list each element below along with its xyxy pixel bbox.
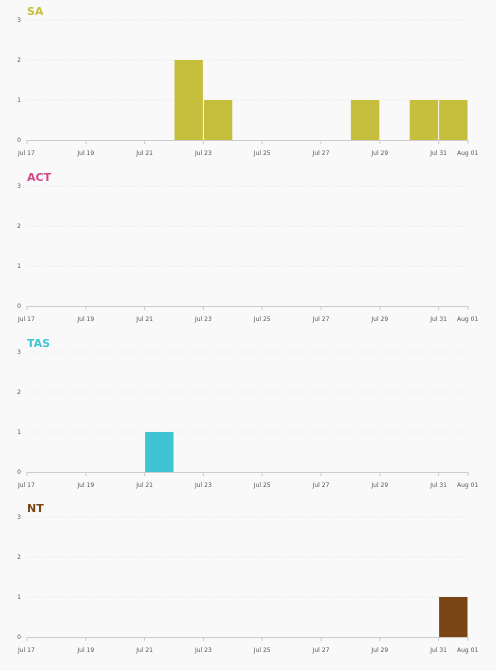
panel-title: SA bbox=[27, 5, 44, 18]
x-tick-label: Jul 29 bbox=[370, 316, 388, 323]
y-tick-label: 3 bbox=[17, 17, 21, 24]
x-tick-label: Jul 19 bbox=[76, 482, 94, 489]
y-tick-label: 2 bbox=[17, 57, 21, 64]
x-tick-label: Jul 31 bbox=[429, 647, 447, 654]
x-tick-label: Jul 31 bbox=[429, 150, 447, 157]
x-tick-label: Jul 21 bbox=[135, 150, 153, 157]
x-tick-label: Jul 19 bbox=[76, 316, 94, 323]
x-tick-label: Aug 01 bbox=[457, 647, 478, 654]
y-tick-label: 1 bbox=[17, 263, 21, 270]
x-tick-label: Jul 27 bbox=[312, 316, 330, 323]
bar bbox=[350, 100, 380, 140]
x-tick-label: Jul 25 bbox=[253, 316, 271, 323]
x-tick-label: Jul 31 bbox=[429, 316, 447, 323]
y-tick-label: 1 bbox=[17, 97, 21, 104]
x-tick-label: Jul 21 bbox=[135, 482, 153, 489]
x-tick-label: Jul 27 bbox=[312, 482, 330, 489]
chart-plot: 0 1 2 3 Jul 17 Jul 19 Jul 21 Jul 23 Jul 25 Jul 27… bbox=[17, 514, 478, 654]
x-tick-label: Jul 29 bbox=[370, 150, 388, 157]
x-tick-label: Jul 27 bbox=[312, 647, 330, 654]
x-tick-label: Jul 25 bbox=[253, 150, 271, 157]
x-tick-label: Aug 01 bbox=[457, 482, 478, 489]
y-tick-label: 1 bbox=[17, 429, 21, 436]
chart-plot: 0 1 2 3 Jul 17 Jul 19 Jul 21 Jul 23 Jul 25 Jul 27… bbox=[17, 349, 478, 489]
y-tick-label: 2 bbox=[17, 554, 21, 561]
x-tick-label: Jul 17 bbox=[17, 150, 35, 157]
bar bbox=[145, 432, 174, 472]
x-tick-label: Jul 21 bbox=[135, 647, 153, 654]
chart-plot: 0 1 2 3 Jul 17 Jul 19 Jul 21 Jul 23 Jul 25 Jul 27… bbox=[17, 183, 478, 323]
x-tick-label: Jul 23 bbox=[194, 150, 212, 157]
x-tick-label: Jul 23 bbox=[194, 647, 212, 654]
y-tick-label: 0 bbox=[17, 303, 21, 310]
chart-panel-sa: SA 0 1 2 3 Jul 17 Jul 19 Jul 21 Jul 23 Jul 25 Jul… bbox=[0, 0, 496, 166]
x-tick-label: Aug 01 bbox=[457, 150, 478, 157]
y-tick-label: 3 bbox=[17, 349, 21, 356]
panel-title: NT bbox=[27, 502, 44, 515]
y-tick-label: 0 bbox=[17, 469, 21, 476]
x-tick-label: Jul 23 bbox=[194, 482, 212, 489]
bar bbox=[409, 100, 439, 140]
y-tick-label: 1 bbox=[17, 594, 21, 601]
y-tick-label: 3 bbox=[17, 514, 21, 521]
panel-title: ACT bbox=[27, 171, 52, 184]
y-tick-label: 2 bbox=[17, 223, 21, 230]
chart-plot: 0 1 2 3 Jul 17 Jul 19 Jul 21 Jul 23 Jul 25 Jul 27… bbox=[17, 17, 478, 157]
bar bbox=[439, 100, 468, 140]
bar bbox=[203, 100, 233, 140]
chart-panel-act: ACT 0 1 2 3 Jul 17 Jul 19 Jul 21 Jul 23 Jul 25 Ju… bbox=[0, 166, 496, 332]
bar bbox=[439, 597, 468, 637]
x-tick-label: Jul 25 bbox=[253, 482, 271, 489]
y-tick-label: 0 bbox=[17, 634, 21, 641]
y-tick-label: 3 bbox=[17, 183, 21, 190]
x-tick-label: Jul 31 bbox=[429, 482, 447, 489]
chart-panel-tas: TAS 0 1 2 3 Jul 17 Jul 19 Jul 21 Jul 23 Jul 25 Ju… bbox=[0, 332, 496, 498]
x-tick-label: Jul 29 bbox=[370, 647, 388, 654]
x-tick-label: Jul 23 bbox=[194, 316, 212, 323]
x-tick-label: Jul 25 bbox=[253, 647, 271, 654]
x-tick-label: Jul 27 bbox=[312, 150, 330, 157]
panel-title: TAS bbox=[27, 337, 51, 350]
bar bbox=[174, 60, 203, 140]
x-tick-label: Jul 21 bbox=[135, 316, 153, 323]
x-tick-label: Jul 17 bbox=[17, 482, 35, 489]
x-tick-label: Aug 01 bbox=[457, 316, 478, 323]
chart-panel-nt: NT 0 1 2 3 Jul 17 Jul 19 Jul 21 Jul 23 Jul 25 Jul… bbox=[0, 497, 496, 663]
x-tick-label: Jul 17 bbox=[17, 647, 35, 654]
x-tick-label: Jul 29 bbox=[370, 482, 388, 489]
x-tick-label: Jul 19 bbox=[76, 647, 94, 654]
x-tick-label: Jul 17 bbox=[17, 316, 35, 323]
y-tick-label: 0 bbox=[17, 137, 21, 144]
x-tick-label: Jul 19 bbox=[76, 150, 94, 157]
y-tick-label: 2 bbox=[17, 389, 21, 396]
